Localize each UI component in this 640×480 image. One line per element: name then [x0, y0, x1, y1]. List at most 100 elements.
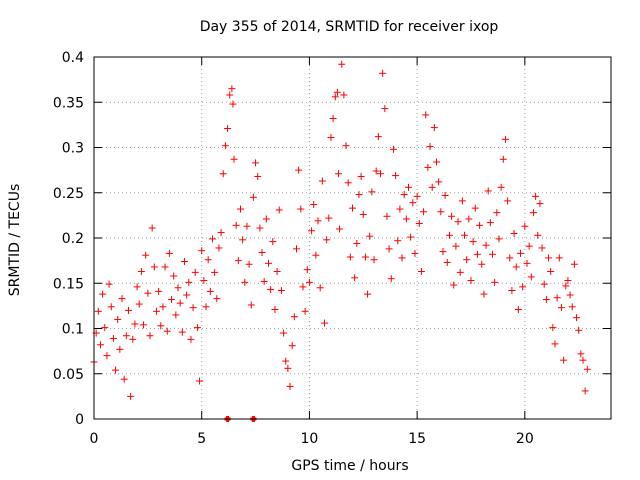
data-point — [392, 172, 400, 180]
data-point — [122, 332, 130, 340]
data-point — [361, 253, 369, 261]
data-point — [236, 205, 244, 213]
data-point — [303, 266, 311, 274]
data-point — [413, 192, 421, 200]
data-point — [519, 283, 527, 291]
data-point — [232, 221, 240, 229]
data-point — [469, 238, 477, 246]
data-point — [452, 242, 460, 250]
data-point — [288, 342, 296, 350]
data-point — [224, 124, 232, 132]
data-point — [422, 111, 430, 119]
data-point — [301, 307, 309, 315]
data-point — [562, 282, 570, 290]
data-point — [545, 254, 553, 262]
data-point — [215, 244, 223, 252]
data-point — [226, 91, 234, 99]
data-point — [96, 341, 104, 349]
data-point — [366, 232, 374, 240]
data-point — [191, 268, 199, 276]
data-point — [547, 267, 555, 275]
data-point — [185, 278, 193, 286]
y-tick-label: 0.2 — [62, 231, 84, 247]
data-point — [159, 303, 167, 311]
data-point — [374, 133, 382, 141]
data-point — [499, 155, 507, 163]
data-point — [94, 307, 102, 315]
data-point — [234, 257, 242, 265]
data-point — [467, 277, 475, 285]
data-point — [400, 191, 408, 199]
data-point — [510, 229, 518, 237]
data-point — [239, 236, 247, 244]
data-point — [454, 218, 462, 226]
data-point — [308, 227, 316, 235]
data-point — [441, 191, 449, 199]
data-point — [202, 303, 210, 311]
data-point — [553, 294, 561, 302]
data-point — [243, 222, 251, 230]
data-point — [573, 314, 581, 322]
data-point — [529, 209, 537, 217]
data-point — [532, 192, 540, 200]
data-point — [247, 301, 255, 309]
data-point — [172, 311, 180, 319]
data-point — [150, 263, 158, 271]
data-point — [549, 324, 557, 332]
data-point — [355, 191, 363, 199]
data-point — [536, 200, 544, 208]
data-point — [249, 193, 257, 201]
data-point — [473, 250, 481, 258]
data-point — [560, 356, 568, 364]
data-point — [389, 145, 397, 153]
data-point — [521, 222, 529, 230]
data-point — [379, 69, 387, 77]
data-point — [557, 304, 565, 312]
data-point — [286, 382, 294, 390]
data-point — [523, 259, 531, 267]
data-point — [491, 278, 499, 286]
data-point — [512, 263, 520, 271]
data-point — [435, 178, 443, 186]
data-point — [439, 248, 447, 256]
data-point — [178, 328, 186, 336]
data-point — [486, 219, 494, 227]
data-point — [570, 260, 578, 268]
data-point — [252, 159, 260, 167]
data-point — [198, 247, 206, 255]
data-point — [534, 231, 542, 239]
data-point — [396, 205, 404, 213]
data-point — [176, 299, 184, 307]
data-point — [282, 357, 290, 365]
data-point — [189, 304, 197, 312]
data-point — [269, 238, 277, 246]
data-point — [310, 201, 318, 209]
data-point — [428, 183, 436, 191]
data-point — [463, 256, 471, 264]
data-point — [542, 296, 550, 304]
data-point — [329, 115, 337, 123]
data-point — [180, 258, 188, 266]
data-point — [566, 291, 574, 299]
data-point — [221, 142, 229, 150]
data-point — [183, 291, 191, 299]
data-point — [555, 254, 563, 262]
data-point — [305, 278, 313, 286]
data-point — [204, 256, 212, 264]
data-point — [320, 319, 328, 327]
data-point — [525, 242, 533, 250]
data-point — [415, 220, 423, 228]
data-point — [230, 155, 238, 163]
data-point — [229, 100, 237, 108]
y-axis-ticks: 0 0.05 0.1 0.15 0.2 0.25 0.3 0.35 0.4 — [53, 50, 611, 428]
data-point — [551, 340, 559, 348]
data-point — [398, 254, 406, 262]
data-point — [495, 235, 503, 243]
data-point — [165, 249, 173, 257]
data-point — [187, 335, 195, 343]
data-point — [480, 290, 488, 298]
data-point — [295, 166, 303, 174]
data-point — [112, 366, 120, 374]
data-point — [489, 250, 497, 258]
